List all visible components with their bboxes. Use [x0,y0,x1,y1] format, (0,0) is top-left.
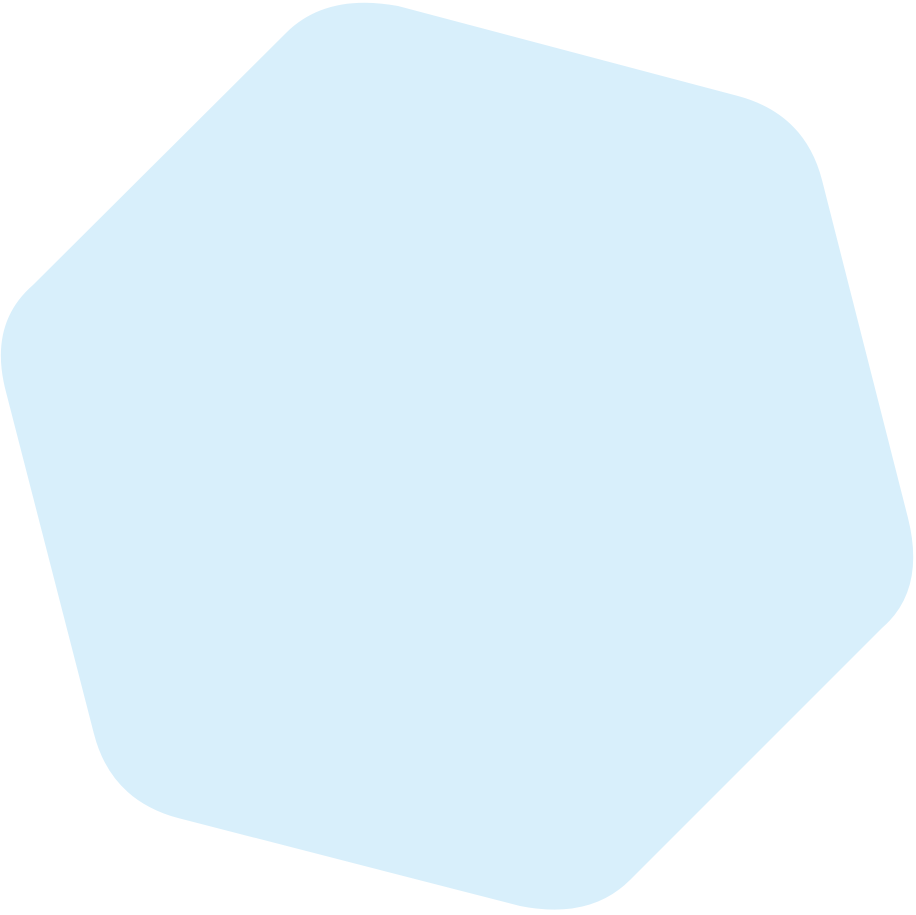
canvas [0,2,914,910]
rounded-hexagon-shape [0,2,914,910]
shape-graphic [0,2,914,910]
